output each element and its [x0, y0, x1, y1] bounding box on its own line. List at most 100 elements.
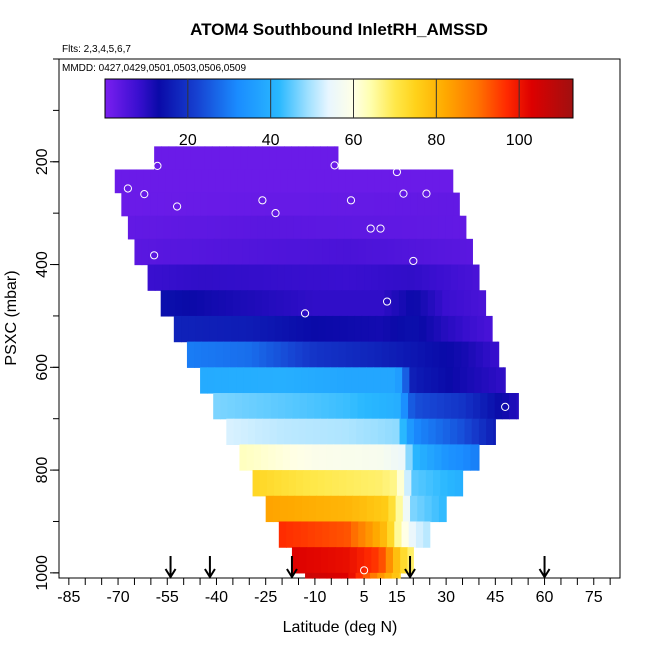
rh-cell: [356, 547, 365, 574]
rh-cell: [344, 367, 353, 394]
rh-cell: [168, 146, 177, 171]
rh-cell: [272, 495, 281, 523]
rh-cell: [314, 393, 323, 420]
rh-cell: [396, 169, 405, 194]
rh-cell: [313, 547, 322, 574]
rh-cell: [370, 290, 378, 317]
rh-cell: [265, 215, 273, 240]
rh-cell: [391, 290, 400, 317]
rh-cell: [317, 470, 326, 497]
rh-cell: [444, 238, 453, 266]
rh-cell: [202, 315, 211, 343]
rh-cell: [230, 169, 239, 194]
rh-layers: [114, 146, 519, 579]
rh-cell: [207, 192, 216, 217]
rh-cell: [378, 547, 387, 574]
x-tick-label: 15: [388, 589, 406, 606]
rh-cell: [207, 215, 216, 240]
rh-cell: [433, 315, 442, 343]
rh-cell: [185, 215, 194, 240]
rh-cell: [350, 393, 359, 420]
rh-cell: [430, 238, 439, 266]
rh-cell: [177, 238, 186, 266]
rh-cell: [342, 547, 351, 574]
rh-cell: [276, 418, 285, 445]
rh-cell: [366, 367, 374, 394]
rh-cell: [171, 192, 180, 217]
rh-cell: [311, 444, 320, 471]
rh-cell: [482, 341, 491, 368]
rh-cell: [354, 444, 363, 471]
rh-cell: [259, 169, 267, 194]
rh-cell: [329, 238, 338, 266]
rh-cell: [292, 393, 301, 420]
rh-cell: [362, 572, 371, 579]
rh-cell: [238, 315, 247, 343]
rh-cell: [193, 192, 202, 217]
rh-cell: [466, 238, 473, 266]
rh-cell: [487, 393, 496, 420]
rh-cell: [371, 547, 380, 574]
rh-cell: [228, 215, 237, 240]
rh-cell: [417, 341, 426, 368]
rh-cell: [349, 264, 358, 291]
rh-cell: [141, 238, 150, 266]
rh-cell: [253, 444, 262, 471]
rh-cell: [194, 341, 202, 368]
rh-layer-305: [127, 215, 467, 240]
rh-cell: [402, 367, 410, 394]
rh-cell: [379, 238, 388, 266]
rh-cell: [162, 264, 170, 291]
rh-cell: [337, 495, 346, 523]
rh-cell: [448, 444, 457, 471]
rh-cell: [397, 315, 406, 343]
rh-cell: [129, 169, 138, 194]
rh-cell: [409, 367, 418, 394]
rh-cell: [348, 572, 357, 579]
rh-cell: [261, 444, 269, 471]
rh-cell: [462, 315, 471, 343]
rh-cell: [356, 418, 365, 445]
rh-cell: [308, 215, 317, 240]
x-tick-label: -85: [57, 589, 80, 606]
rh-cell: [243, 367, 252, 394]
rh-cell: [154, 264, 163, 291]
rh-cell: [402, 192, 411, 217]
rh-cell: [480, 393, 489, 420]
rh-cell: [263, 393, 272, 420]
rh-cell: [319, 572, 328, 579]
rh-cell: [402, 215, 410, 240]
rh-cell: [392, 547, 401, 574]
rh-cell: [406, 418, 415, 445]
y-axis: 200 400 600 800 1000: [34, 58, 59, 591]
rh-cell: [349, 418, 357, 445]
rh-cell: [437, 238, 446, 266]
rh-cell: [276, 146, 285, 171]
rh-cell: [250, 215, 259, 240]
rh-cell: [275, 444, 284, 471]
rh-cell: [188, 315, 197, 343]
rh-cell: [411, 470, 420, 497]
rh-cell: [312, 572, 321, 579]
rh-cell: [400, 547, 409, 574]
y-axis-label: PSXC (mbar): [3, 270, 20, 365]
rh-cell: [392, 418, 401, 445]
rh-cell: [350, 238, 359, 266]
rh-cell: [241, 264, 250, 291]
rh-cell: [315, 367, 324, 394]
colorbar-tick-label-100: 100: [506, 132, 533, 149]
rh-cell: [287, 169, 296, 194]
rh-cell: [246, 315, 254, 343]
rh-cell: [463, 290, 472, 317]
rh-cell: [223, 169, 231, 194]
rh-cell: [299, 393, 308, 420]
rh-cell: [484, 315, 492, 343]
rh-cell: [387, 238, 395, 266]
rh-cell: [415, 238, 424, 266]
rh-cell: [200, 192, 209, 217]
rh-cell: [436, 393, 445, 420]
rh-cell: [335, 393, 344, 420]
rh-cell: [389, 470, 398, 497]
rh-cell: [455, 315, 464, 343]
rh-cell: [387, 367, 396, 394]
